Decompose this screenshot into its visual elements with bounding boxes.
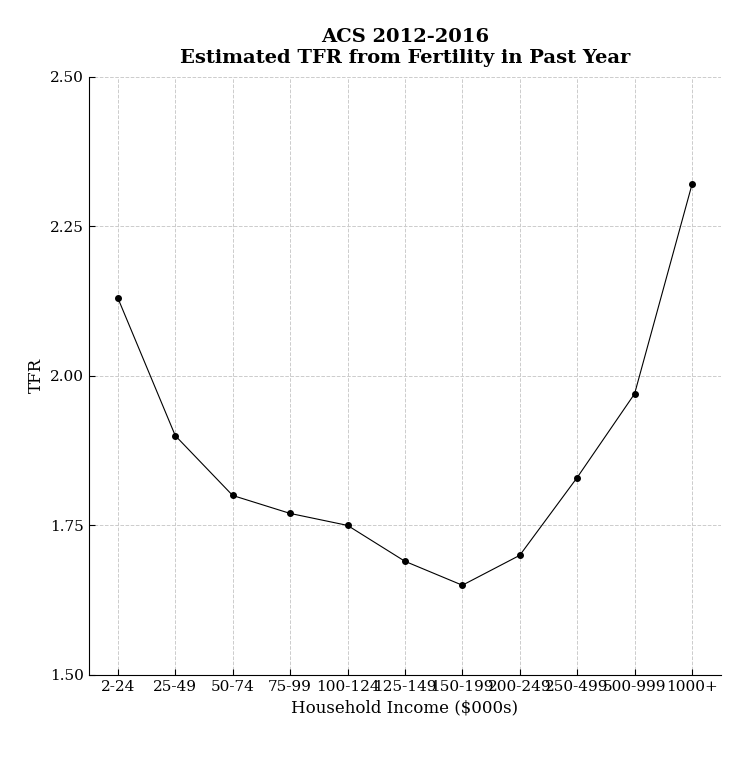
X-axis label: Household Income ($000s): Household Income ($000s): [291, 700, 519, 716]
Title: ACS 2012-2016
Estimated TFR from Fertility in Past Year: ACS 2012-2016 Estimated TFR from Fertili…: [180, 28, 630, 67]
Y-axis label: TFR: TFR: [27, 358, 45, 393]
